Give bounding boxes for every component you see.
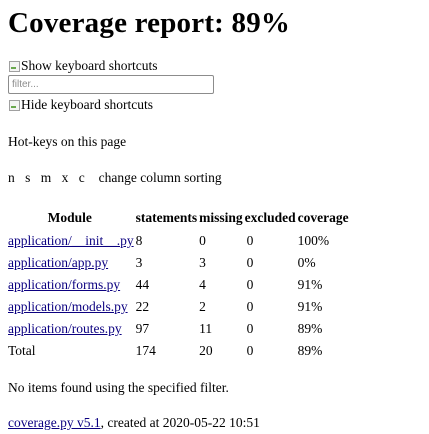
missing-cell: 4 (199, 277, 206, 292)
footer: coverage.py v5.1, created at 2020-05-22 … (8, 415, 429, 431)
hotkeys-description: change column sorting (98, 170, 222, 185)
statements-cell: 97 (135, 321, 150, 336)
table-row: application/forms.py 44 4 0 91% (8, 274, 351, 296)
table-row: application/app.py 3 3 0 0% (8, 252, 351, 274)
total-label: Total (8, 343, 36, 358)
excluded-cell: 0 (246, 321, 254, 336)
coverage-table: Module statements missing excluded cover… (8, 208, 351, 362)
total-coverage: 89% (297, 343, 323, 358)
missing-cell: 0 (199, 233, 206, 248)
excluded-cell: 0 (246, 299, 254, 314)
module-link[interactable]: application/app.py (8, 255, 109, 270)
coverage-cell: 0% (297, 255, 316, 270)
column-header-coverage[interactable]: coverage (297, 210, 349, 225)
table-header-row: Module statements missing excluded cover… (8, 208, 351, 230)
broken-image-icon (8, 60, 20, 72)
column-header-statements[interactable]: statements (135, 210, 198, 225)
statements-cell: 8 (135, 233, 143, 248)
total-statements: 174 (135, 343, 156, 358)
module-link[interactable]: application/models.py (8, 299, 128, 314)
module-link[interactable]: application/routes.py (8, 321, 122, 336)
excluded-cell: 0 (246, 255, 254, 270)
broken-image-icon (8, 99, 20, 111)
total-missing: 20 (199, 343, 213, 358)
total-row: Total 174 20 0 89% (8, 340, 351, 362)
missing-cell: 2 (199, 299, 206, 314)
hotkeys-title: Hot-keys on this page (8, 134, 127, 149)
footer-created-text: , created at 2020-05-22 10:51 (100, 415, 260, 430)
coverage-cell: 91% (297, 299, 323, 314)
coverage-cell: 89% (297, 321, 323, 336)
table-row: application/__init__.py 8 0 0 100% (8, 230, 351, 252)
statements-cell: 22 (135, 299, 150, 314)
column-header-module[interactable]: Module (47, 210, 92, 225)
column-header-missing[interactable]: missing (199, 210, 243, 225)
table-row: application/routes.py 97 11 0 89% (8, 318, 351, 340)
hide-shortcuts-alt-text: Hide keyboard shortcuts (21, 97, 153, 112)
table-row: application/models.py 22 2 0 91% (8, 296, 351, 318)
module-link[interactable]: application/__init__.py (8, 233, 134, 248)
missing-cell: 3 (199, 255, 206, 270)
statements-cell: 3 (135, 255, 143, 270)
page-title: Coverage report: 89% (8, 7, 291, 39)
coverage-cell: 100% (297, 233, 330, 248)
column-header-excluded[interactable]: excluded (244, 210, 296, 225)
show-shortcuts-image[interactable]: Show keyboard shortcuts (8, 58, 429, 73)
coverage-py-link[interactable]: coverage.py v5.1 (8, 415, 101, 430)
filter-input[interactable] (8, 75, 214, 94)
hotkeys-keys: n s m x c (8, 170, 89, 185)
hide-shortcuts-image[interactable]: Hide keyboard shortcuts (8, 97, 429, 112)
no-items-message: No items found using the specified filte… (8, 380, 229, 395)
statements-cell: 44 (135, 277, 150, 292)
excluded-cell: 0 (246, 233, 254, 248)
excluded-cell: 0 (246, 277, 254, 292)
total-excluded: 0 (246, 343, 254, 358)
module-link[interactable]: application/forms.py (8, 277, 121, 292)
show-shortcuts-alt-text: Show keyboard shortcuts (21, 58, 158, 73)
coverage-cell: 91% (297, 277, 323, 292)
missing-cell: 11 (199, 321, 213, 336)
hotkeys-line: n s m x c change column sorting (8, 170, 429, 186)
